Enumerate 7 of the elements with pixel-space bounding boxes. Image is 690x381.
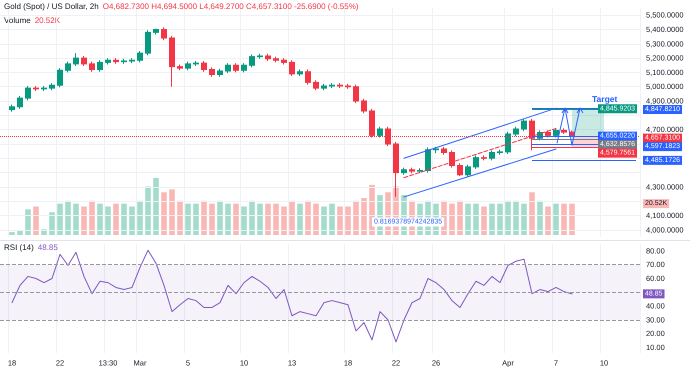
chart-subtitle: O4,682.7300 H4,694.5000 L4,649.2700 C4,657.3100 -25.6900 (-0.55%) — [102, 2, 358, 11]
annotation: 20.52K — [34, 16, 60, 25]
chart-title: RSI (14) — [4, 243, 34, 252]
annotation: Target — [592, 94, 618, 104]
annotation: 48.85 — [38, 243, 58, 252]
chart-title: Volume — [4, 16, 31, 25]
chart-title: Gold (Spot) / US Dollar, 2h — [4, 2, 99, 11]
